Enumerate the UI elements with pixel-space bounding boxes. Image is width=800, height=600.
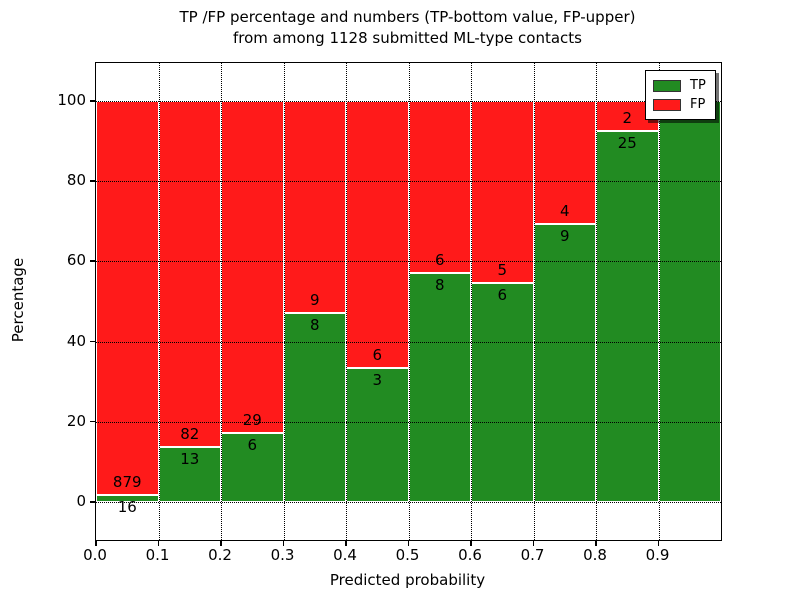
y-tick-label: 80 bbox=[66, 171, 86, 190]
tp-value-label: 16 bbox=[117, 497, 137, 516]
grid-line-vertical bbox=[221, 63, 222, 540]
y-tick-mark bbox=[90, 501, 95, 503]
y-tick-mark bbox=[90, 100, 95, 102]
bar-segment-tp bbox=[96, 494, 159, 502]
fp-value-label: 5 bbox=[497, 261, 508, 280]
legend-label: FP bbox=[690, 96, 706, 112]
bar-segment-tp bbox=[596, 130, 659, 502]
bar-segment-tp bbox=[158, 447, 221, 502]
y-tick-mark bbox=[90, 340, 95, 343]
bar-segment-fp bbox=[346, 101, 409, 369]
legend-item-fp: FP bbox=[653, 95, 706, 114]
fp-value-label: 29 bbox=[242, 411, 262, 430]
bar-segment-tp bbox=[658, 101, 721, 502]
grid-line-vertical bbox=[596, 63, 597, 540]
x-tick-mark bbox=[657, 541, 659, 546]
x-tick-label: 0.2 bbox=[208, 546, 232, 564]
x-tick-mark bbox=[157, 541, 159, 546]
grid-line-vertical bbox=[283, 63, 285, 540]
chart-title-line2: from among 1128 submitted ML-type contac… bbox=[233, 29, 582, 47]
x-tick-mark bbox=[345, 541, 347, 546]
x-tick-mark bbox=[595, 541, 597, 546]
grid-line-vertical bbox=[658, 63, 660, 540]
tp-value-label: 6 bbox=[497, 286, 508, 305]
x-tick-label: 0.7 bbox=[520, 546, 545, 564]
y-tick-label: 0 bbox=[76, 492, 86, 510]
x-tick-label: 0.0 bbox=[83, 546, 107, 564]
fp-value-label: 6 bbox=[372, 346, 383, 365]
bar-segment-fp bbox=[158, 101, 221, 448]
fp-value-label: 2 bbox=[622, 108, 633, 127]
legend: TP FP bbox=[645, 70, 716, 120]
bar-segment-tp bbox=[346, 368, 409, 502]
grid-line-vertical bbox=[533, 63, 535, 540]
x-tick-label: 0.6 bbox=[458, 546, 482, 564]
y-tick-label: 60 bbox=[66, 251, 86, 270]
fp-value-label: 82 bbox=[180, 425, 200, 444]
grid-line-vertical bbox=[471, 63, 472, 540]
tp-value-label: 8 bbox=[309, 316, 320, 335]
bar-segment-tp bbox=[283, 313, 346, 502]
fp-value-label: 9 bbox=[309, 291, 320, 310]
tp-value-label: 6 bbox=[247, 436, 258, 455]
legend-item-tp: TP bbox=[653, 76, 706, 95]
fp-value-label: 4 bbox=[559, 202, 570, 221]
x-tick-label: 0.5 bbox=[395, 546, 420, 564]
y-tick-label: 100 bbox=[57, 91, 86, 109]
x-tick-label: 0.4 bbox=[333, 546, 357, 564]
chart-title-line1: TP /FP percentage and numbers (TP-bottom… bbox=[179, 8, 636, 26]
y-tick-mark bbox=[90, 260, 95, 262]
bar-segment-fp bbox=[471, 101, 534, 284]
bar-segment-tp bbox=[471, 283, 534, 502]
y-tick-label: 40 bbox=[66, 331, 86, 350]
bar-segment-tp bbox=[408, 272, 471, 502]
x-tick-mark bbox=[407, 541, 409, 546]
tp-value-label: 8 bbox=[434, 275, 445, 294]
y-tick-mark bbox=[90, 180, 95, 182]
grid-line-vertical bbox=[158, 63, 160, 540]
bar-segment-fp bbox=[96, 101, 159, 495]
y-tick-label: 20 bbox=[66, 411, 86, 430]
fp-swatch-icon bbox=[653, 98, 681, 111]
x-axis-label: Predicted probability bbox=[329, 571, 486, 589]
x-tick-label: 0.8 bbox=[583, 546, 607, 564]
tp-value-label: 9 bbox=[559, 227, 570, 246]
x-tick-mark bbox=[532, 541, 534, 546]
grid-line-vertical bbox=[346, 63, 347, 540]
x-tick-label: 0.1 bbox=[145, 546, 170, 564]
fp-value-label: 879 bbox=[112, 472, 142, 491]
chart-title: TP /FP percentage and numbers (TP-bottom… bbox=[95, 7, 720, 49]
x-tick-mark bbox=[282, 541, 284, 546]
x-tick-mark bbox=[95, 541, 97, 546]
x-tick-mark bbox=[220, 541, 222, 546]
fp-value-label: 6 bbox=[434, 250, 445, 269]
tp-value-label: 3 bbox=[372, 371, 383, 390]
bar-segment-fp bbox=[283, 101, 346, 314]
bar-segment-fp bbox=[408, 101, 471, 273]
x-tick-label: 0.3 bbox=[270, 546, 295, 564]
x-tick-label: 0.9 bbox=[645, 546, 670, 564]
x-tick-mark bbox=[470, 541, 472, 546]
bar-segment-tp bbox=[533, 224, 596, 502]
tp-value-label: 25 bbox=[617, 133, 637, 152]
y-tick-mark bbox=[90, 420, 95, 423]
tp-swatch-icon bbox=[653, 79, 681, 92]
bar-segment-fp bbox=[221, 101, 284, 434]
grid-line-vertical bbox=[408, 63, 410, 540]
legend-label: TP bbox=[690, 77, 706, 93]
y-axis-label: Percentage bbox=[9, 257, 27, 343]
tp-value-label: 13 bbox=[180, 450, 200, 469]
